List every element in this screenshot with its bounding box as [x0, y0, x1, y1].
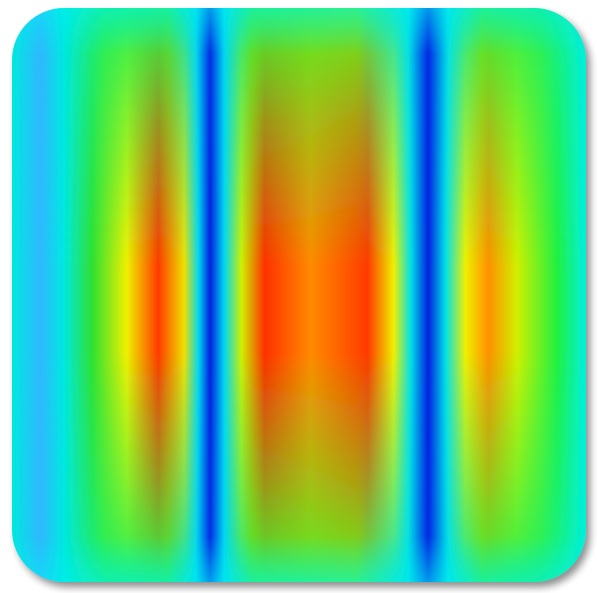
tile — [12, 8, 586, 582]
field-edge — [12, 8, 586, 582]
